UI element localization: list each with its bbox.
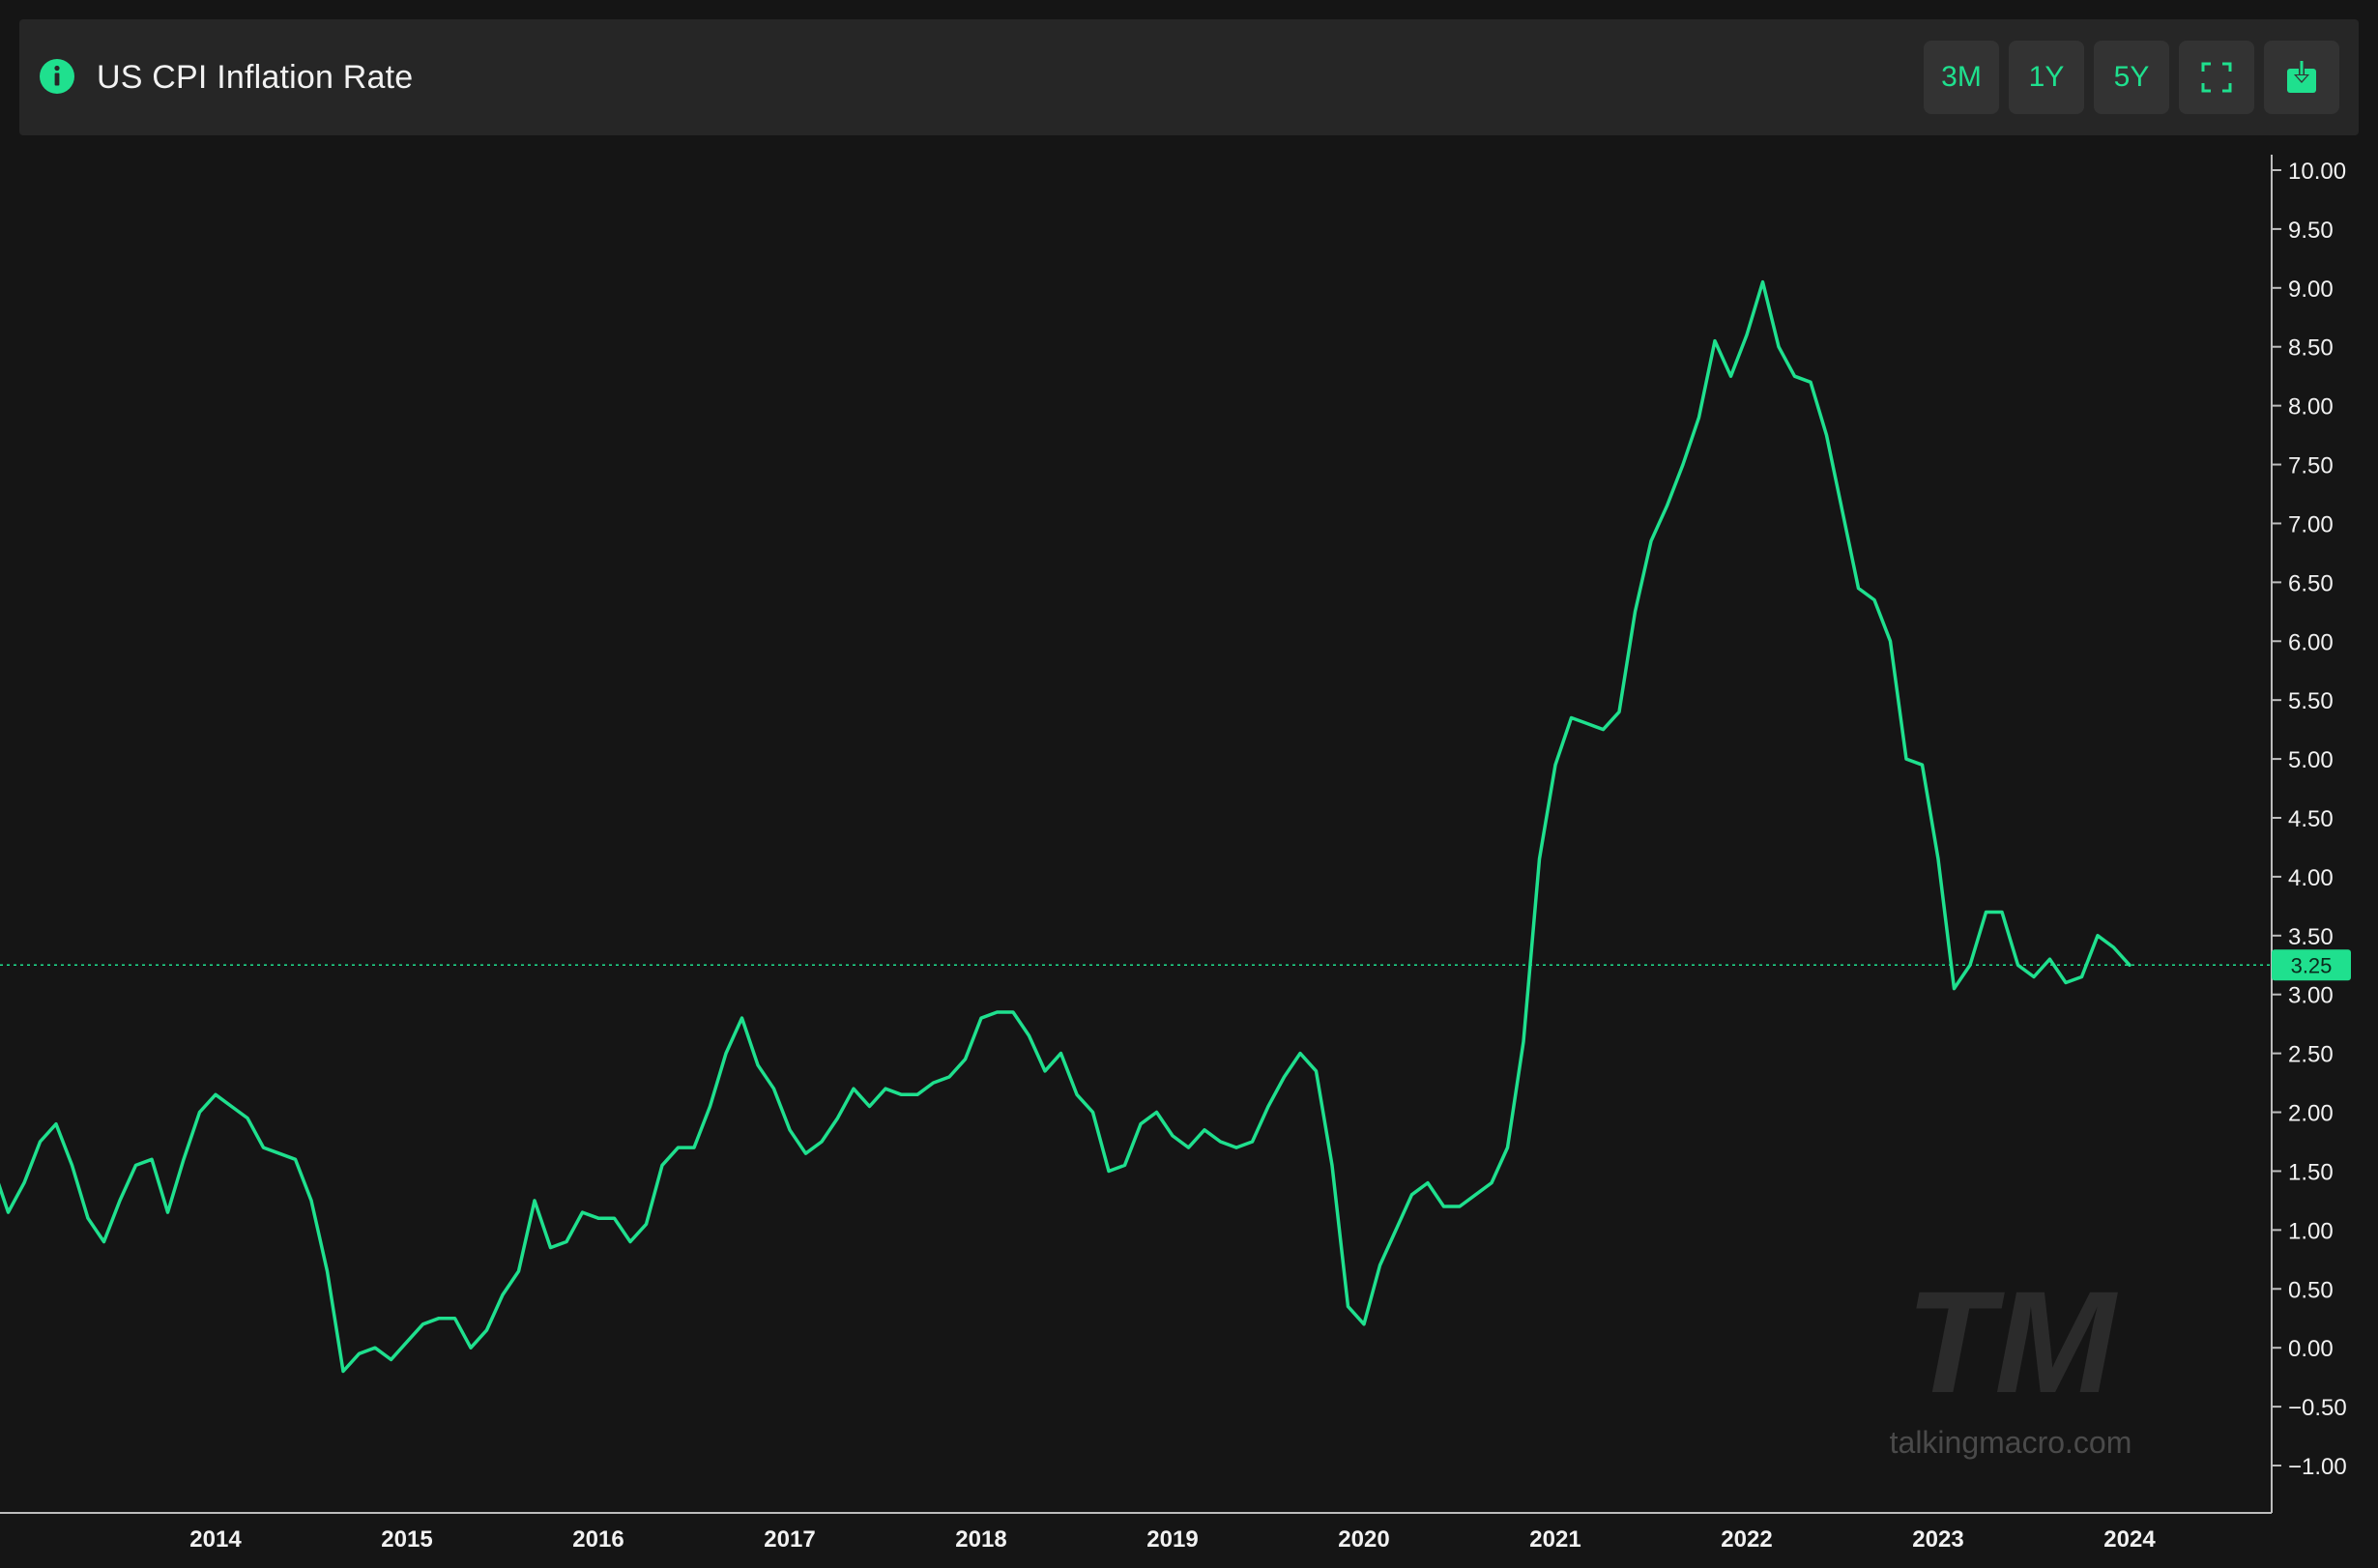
y-tick-label: 7.00	[2288, 511, 2334, 537]
current-value-label: 3.25	[2291, 953, 2333, 977]
y-tick-label: 1.50	[2288, 1159, 2334, 1185]
x-tick-label: 2021	[1529, 1526, 1580, 1553]
watermark-site: talkingmacro.com	[1890, 1425, 2132, 1460]
y-tick-label: −0.50	[2288, 1395, 2347, 1421]
range-3m-button[interactable]: 3M	[1924, 41, 1999, 114]
y-tick-label: 7.50	[2288, 453, 2334, 479]
y-tick-label: 2.00	[2288, 1101, 2334, 1127]
y-tick-label: 0.00	[2288, 1336, 2334, 1362]
y-tick-label: 6.50	[2288, 570, 2334, 596]
chart-title: US CPI Inflation Rate	[97, 59, 414, 96]
range-1y-button[interactable]: 1Y	[2009, 41, 2084, 114]
x-tick-label: 2016	[572, 1526, 624, 1553]
watermark: TM talkingmacro.com	[1890, 1261, 2132, 1460]
current-value-badge	[2272, 949, 2351, 981]
watermark-logo: TM	[1906, 1261, 2119, 1423]
range-5y-button[interactable]: 5Y	[2094, 41, 2169, 114]
y-tick-label: 9.00	[2288, 276, 2334, 303]
series-group	[0, 279, 2132, 1374]
y-axis-ticks: 10.00 9.50 9.00 8.50 8.00 7.50 7.00 6.50 6.00 5.5…	[2272, 159, 2347, 1480]
y-tick-label: 4.00	[2288, 865, 2334, 891]
y-tick-label: 8.00	[2288, 394, 2334, 421]
y-tick-label: 6.00	[2288, 629, 2334, 655]
y-tick-label: 10.00	[2288, 159, 2346, 185]
current-value-marker: 3.25	[0, 949, 2351, 981]
range-5y-label: 5Y	[2113, 61, 2150, 93]
x-tick-label: 2023	[1912, 1526, 1963, 1553]
x-tick-label: 2024	[2103, 1526, 2156, 1553]
x-axis-ticks: 2014 2015 2016 2017 2018 2019 2020 2021 2022 2023…	[189, 1526, 2156, 1553]
x-tick-label: 2014	[189, 1526, 242, 1553]
x-tick-label: 2019	[1146, 1526, 1198, 1553]
download-button[interactable]	[2264, 41, 2339, 114]
info-circle-icon[interactable]	[39, 58, 75, 95]
range-3m-label: 3M	[1941, 61, 1982, 93]
x-tick-label: 2017	[764, 1526, 815, 1553]
y-tick-label: 4.50	[2288, 806, 2334, 832]
y-tick-label: 9.50	[2288, 218, 2334, 244]
range-1y-label: 1Y	[2028, 61, 2065, 93]
x-tick-label: 2022	[1721, 1526, 1772, 1553]
y-tick-label: 5.50	[2288, 688, 2334, 714]
y-tick-label: 3.00	[2288, 983, 2334, 1009]
y-tick-label: 1.00	[2288, 1218, 2334, 1244]
x-tick-label: 2015	[381, 1526, 432, 1553]
cpi-series-line	[0, 279, 2132, 1374]
y-tick-label: 0.50	[2288, 1277, 2334, 1303]
chart-axes	[0, 155, 2273, 1514]
download-icon	[2287, 61, 2316, 93]
x-tick-label: 2020	[1338, 1526, 1389, 1553]
y-tick-label: 8.50	[2288, 335, 2334, 362]
y-tick-label: 2.50	[2288, 1042, 2334, 1068]
y-tick-label: 5.00	[2288, 747, 2334, 773]
fullscreen-button[interactable]	[2179, 41, 2254, 114]
y-tick-label: 3.50	[2288, 924, 2334, 950]
chart-header: US CPI Inflation Rate 3M 1Y 5Y	[19, 19, 2359, 135]
y-tick-label: −1.00	[2288, 1454, 2347, 1480]
fullscreen-icon	[2201, 62, 2232, 93]
x-tick-label: 2018	[955, 1526, 1006, 1553]
